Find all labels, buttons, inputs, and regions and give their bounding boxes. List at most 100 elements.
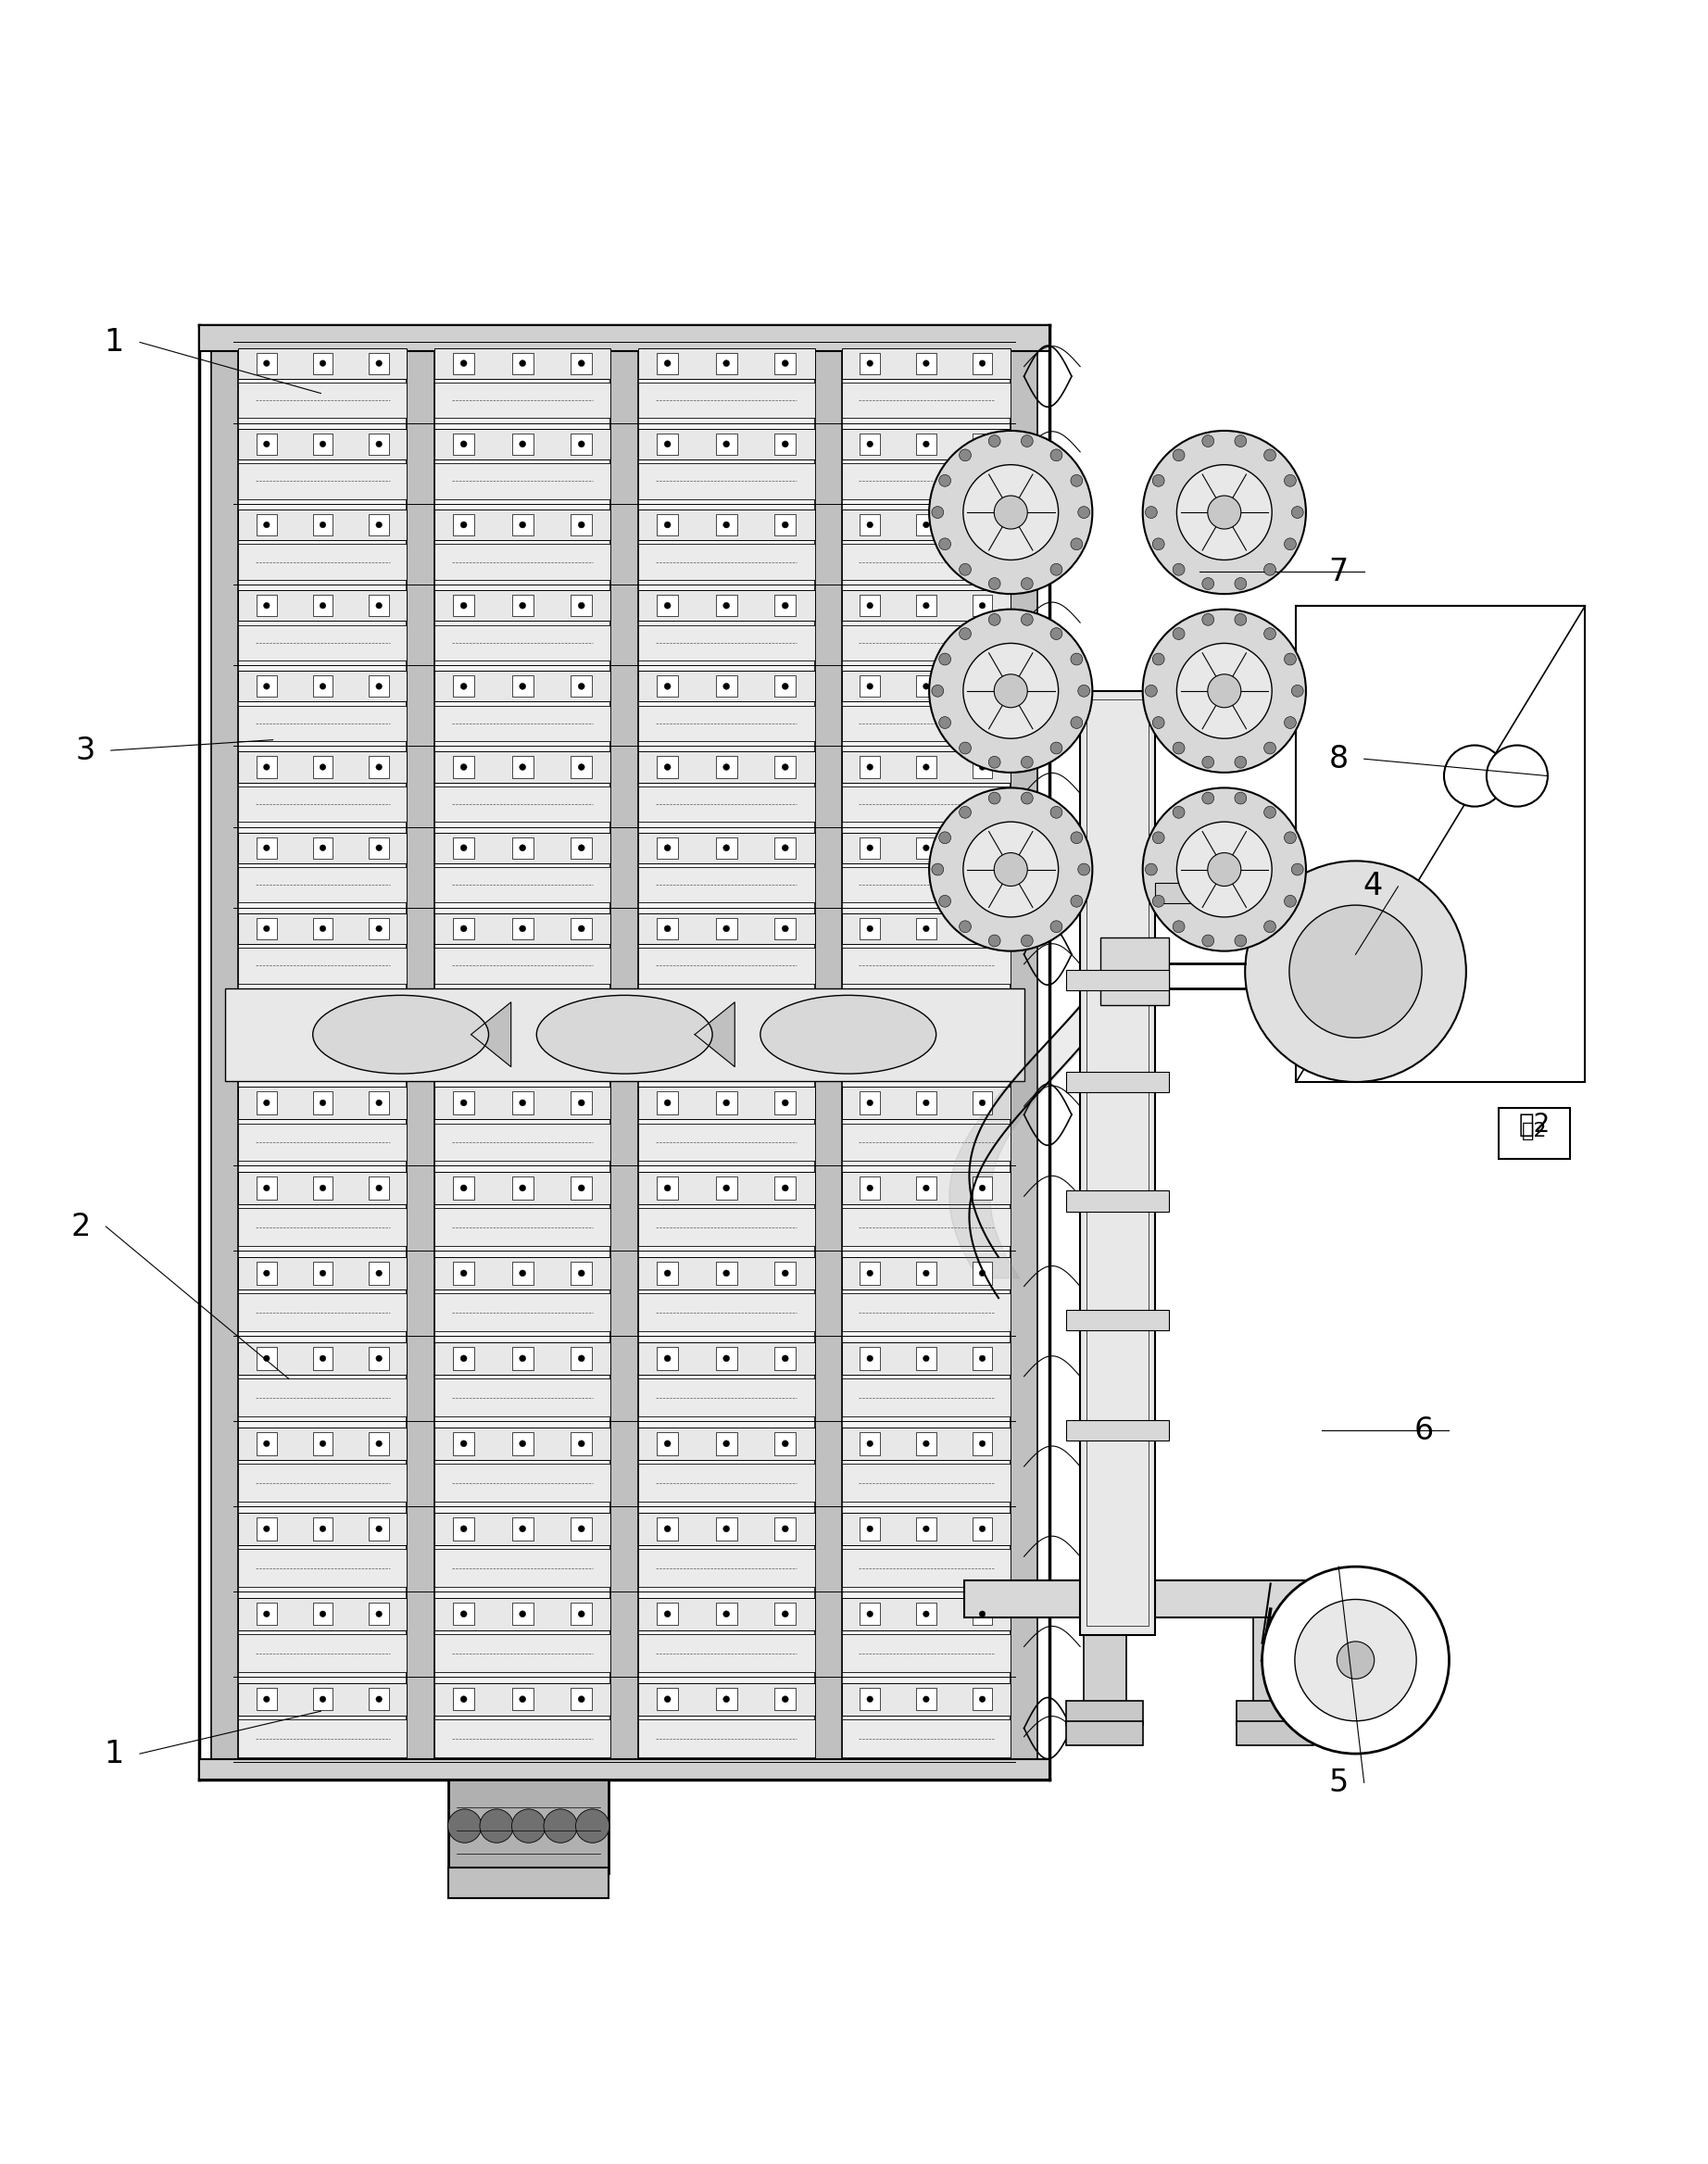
Bar [775,675,796,697]
Circle shape [960,807,972,818]
Circle shape [722,844,729,850]
Bar [512,1262,533,1285]
Bar [570,757,593,777]
Circle shape [1235,792,1247,805]
Circle shape [319,359,326,366]
Bar [842,671,1011,701]
Circle shape [519,764,526,770]
Circle shape [782,1355,789,1361]
Bar [369,1346,389,1370]
Bar [658,837,678,859]
Circle shape [979,764,986,770]
Bar [256,1262,277,1285]
Circle shape [1262,1567,1448,1753]
Circle shape [922,1355,929,1361]
Bar [859,1433,880,1454]
Bar [775,1433,796,1454]
Bar [716,1604,736,1625]
Bar [313,1433,333,1454]
Bar [716,515,736,535]
Bar [1066,1420,1168,1441]
Circle shape [1071,539,1083,550]
Text: 1: 1 [104,1738,125,1768]
Bar [639,1257,815,1290]
Circle shape [543,1809,577,1844]
Circle shape [376,1697,383,1703]
Bar [1083,1619,1126,1712]
Bar [313,1604,333,1625]
Circle shape [1235,578,1247,589]
Circle shape [1284,716,1296,729]
Circle shape [664,764,671,770]
Bar [658,1433,678,1454]
Bar [313,918,333,939]
Bar [639,786,815,822]
Text: 1: 1 [104,327,125,357]
Bar [434,1428,611,1461]
Circle shape [1291,863,1303,876]
Circle shape [989,435,1001,448]
Bar [639,1597,815,1629]
Circle shape [722,1355,729,1361]
Bar [453,1517,475,1541]
Circle shape [519,1186,526,1190]
Circle shape [868,522,873,528]
Bar [1066,1190,1168,1212]
Circle shape [1050,807,1062,818]
Bar [434,671,611,701]
Bar [369,837,389,859]
Circle shape [263,1610,270,1617]
Bar [453,1177,475,1199]
Circle shape [868,1610,873,1617]
Circle shape [579,926,584,933]
Circle shape [1173,920,1185,933]
Circle shape [939,716,951,729]
Circle shape [664,522,671,528]
Circle shape [1295,1599,1416,1720]
Circle shape [461,1186,466,1190]
Text: 图2: 图2 [1522,1123,1547,1140]
Bar [570,918,593,939]
Circle shape [579,1697,584,1703]
Circle shape [263,441,270,448]
Circle shape [1290,905,1421,1039]
Bar [1197,881,1218,905]
Bar [775,515,796,535]
Text: 3: 3 [75,736,96,766]
Bar [313,595,333,617]
Circle shape [979,1526,986,1532]
Circle shape [319,441,326,448]
Circle shape [979,684,986,690]
Bar [639,348,815,379]
Bar [449,1868,608,1898]
Bar [842,383,1011,418]
Polygon shape [695,1002,734,1067]
Bar [775,1091,796,1114]
Circle shape [579,1186,584,1190]
Circle shape [376,1441,383,1446]
Bar [434,1171,611,1203]
Bar [239,1465,407,1502]
Circle shape [1443,744,1505,807]
Bar [639,383,815,418]
Bar [256,1177,277,1199]
Circle shape [1202,578,1214,589]
Circle shape [579,522,584,528]
Bar [915,1433,936,1454]
Circle shape [579,1099,584,1106]
Circle shape [1071,474,1083,487]
Bar [313,433,333,454]
Circle shape [519,1441,526,1448]
Circle shape [1173,563,1185,576]
Circle shape [782,684,789,690]
Circle shape [979,1610,986,1617]
Bar [512,1517,533,1541]
Bar [639,1513,815,1545]
Circle shape [263,764,270,770]
Circle shape [1021,435,1033,448]
Circle shape [376,1355,383,1361]
Bar [434,786,611,822]
Bar [239,428,407,459]
Bar [434,913,611,944]
Circle shape [519,684,526,690]
